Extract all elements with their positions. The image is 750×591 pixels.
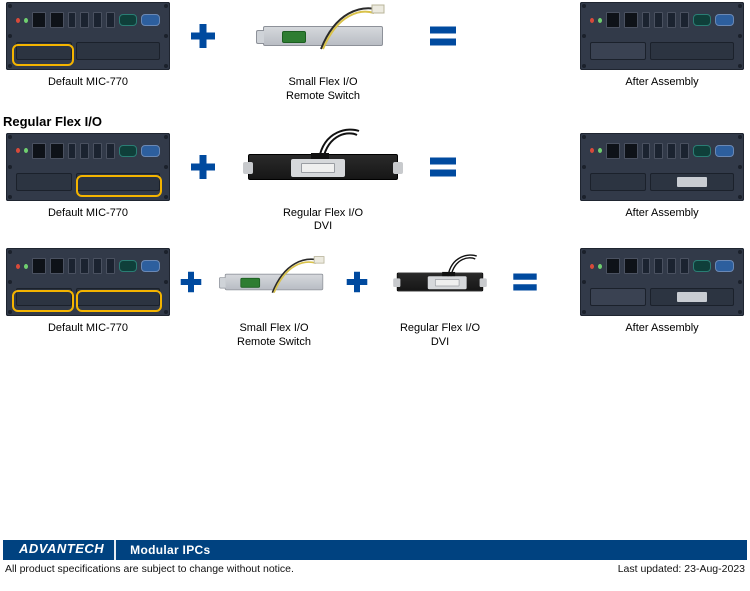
- caption-default-3: Default MIC-770: [48, 322, 128, 336]
- footer-separator: [114, 540, 116, 560]
- caption-result-3: After Assembly: [625, 322, 698, 336]
- cell-module-dvi-2: Regular Flex I/O DVI: [233, 133, 413, 235]
- cell-default-2: Default MIC-770: [3, 133, 173, 221]
- module-regular-dvi-2: [241, 133, 405, 201]
- page-footer: ADVANTECH Modular IPCs All product speci…: [3, 540, 747, 575]
- equals-icon: [505, 248, 545, 316]
- cell-result-1: After Assembly: [577, 2, 747, 90]
- equals-icon: [413, 133, 473, 201]
- footer-disclaimer: All product specifications are subject t…: [5, 563, 294, 575]
- section-title-regular-flex: Regular Flex I/O: [3, 114, 747, 129]
- caption-line: Remote Switch: [237, 336, 311, 348]
- caption-default-1: Default MIC-770: [48, 76, 128, 90]
- row-both: Default MIC-770 Small Flex I/O Remote Sw…: [3, 248, 747, 350]
- device-default-2: [6, 133, 170, 201]
- device-result-3: [580, 248, 744, 316]
- caption-module-dvi-3: Regular Flex I/O DVI: [400, 322, 480, 350]
- caption-line: Remote Switch: [286, 90, 360, 102]
- device-default-1: [6, 2, 170, 70]
- cell-module-dvi-3: Regular Flex I/O DVI: [375, 248, 505, 350]
- caption-module-small-1: Small Flex I/O Remote Switch: [286, 76, 360, 104]
- page: Small Flex I/O Default MIC-770: [0, 0, 750, 575]
- equals-icon: [413, 2, 473, 70]
- caption-module-dvi-2: Regular Flex I/O DVI: [283, 207, 363, 235]
- device-result-2: [580, 133, 744, 201]
- caption-line: Small Flex I/O: [288, 76, 357, 88]
- footer-subline: All product specifications are subject t…: [3, 560, 747, 575]
- caption-result-1: After Assembly: [625, 76, 698, 90]
- module-small-remote-3: [214, 248, 334, 316]
- caption-line: DVI: [314, 220, 332, 232]
- cell-result-3: After Assembly: [577, 248, 747, 336]
- device-default-3: [6, 248, 170, 316]
- caption-result-2: After Assembly: [625, 207, 698, 221]
- module-small-remote-1: [241, 2, 405, 70]
- device-result-1: [580, 2, 744, 70]
- row-small-flex: Default MIC-770 Small Flex I/O Remote Sw…: [3, 2, 747, 104]
- footer-title: Modular IPCs: [116, 543, 210, 557]
- cell-default-1: Default MIC-770: [3, 2, 173, 90]
- brand-logo: ADVANTECH: [3, 541, 114, 558]
- caption-line: Regular Flex I/O: [283, 207, 363, 219]
- plus-icon: [173, 2, 233, 70]
- caption-line: DVI: [431, 336, 449, 348]
- caption-default-2: Default MIC-770: [48, 207, 128, 221]
- caption-line: Small Flex I/O: [239, 322, 308, 334]
- caption-line: Regular Flex I/O: [400, 322, 480, 334]
- caption-module-small-3: Small Flex I/O Remote Switch: [237, 322, 311, 350]
- footer-bar: ADVANTECH Modular IPCs: [3, 540, 747, 560]
- plus-icon: [173, 133, 233, 201]
- plus-icon: [339, 248, 375, 316]
- brand-text: ADVANTECH: [19, 541, 104, 556]
- cell-module-small-1: Small Flex I/O Remote Switch: [233, 2, 413, 104]
- cell-default-3: Default MIC-770: [3, 248, 173, 336]
- module-regular-dvi-3: [380, 248, 500, 316]
- footer-updated-date: 23-Aug-2023: [684, 563, 745, 575]
- footer-updated: Last updated: 23-Aug-2023: [618, 563, 745, 575]
- row-regular-flex: Default MIC-770 Regular Flex I/O DVI: [3, 133, 747, 235]
- plus-icon: [173, 248, 209, 316]
- cell-module-small-3: Small Flex I/O Remote Switch: [209, 248, 339, 350]
- footer-updated-label: Last updated:: [618, 563, 682, 575]
- cell-result-2: After Assembly: [577, 133, 747, 221]
